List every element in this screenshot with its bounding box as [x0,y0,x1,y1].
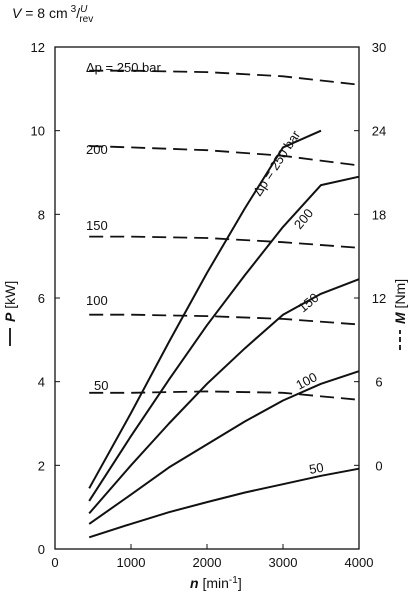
x-tick-label: 3000 [269,555,298,570]
x-axis-label: n [min-1] [190,575,242,591]
right-tick-label: 12 [372,291,386,306]
header-var: V [12,5,23,21]
left-tick-label: 10 [31,124,45,139]
right-axis-unit: [Nm] [392,279,408,312]
right-tick-label: 0 [375,458,382,473]
left-axis-label: P [kW] [2,281,18,322]
torque-series-group [89,69,360,401]
right-axis-label-group: M [Nm] [392,279,408,350]
chart-header: V = 8 cm 3/U rev [12,4,93,25]
x-axis-close: ] [238,575,242,591]
header-slash: / [76,5,80,21]
torque-label-200: 200 [86,142,108,157]
left-tick-label: 12 [31,40,45,55]
right-axis-label: M [Nm] [392,279,408,324]
torque-line-0 [89,69,360,86]
power-line-3 [88,370,360,525]
right-tick-label: 18 [372,207,386,222]
left-axis-unit: [kW] [2,281,18,313]
x-tick-label: 4000 [345,555,374,570]
power-label-150: 150 [295,290,321,315]
power-line-2 [88,278,360,515]
header-sup: 3 [71,4,77,15]
x-axis-ticks: 0 1000 2000 3000 4000 [51,544,373,570]
torque-label-250: Δp = 250 bar [86,60,161,75]
x-axis-unit: [min [199,575,229,591]
power-label-200: 200 [291,206,316,232]
torque-line-1 [89,145,360,167]
torque-label-100: 100 [86,293,108,308]
torque-line-3 [89,313,360,326]
power-line-4 [88,467,360,539]
power-label-50: 50 [308,460,325,477]
left-axis-var: P [2,312,18,322]
right-tick-label: 30 [372,40,386,55]
x-axis-var: n [190,575,199,591]
left-tick-label: 2 [38,458,45,473]
power-label-100: 100 [293,369,319,392]
left-tick-label: 4 [38,375,45,390]
header-frac-num: U [80,4,88,15]
left-tick-label: 8 [38,207,45,222]
left-axis-label-group: P [kW] [2,281,18,346]
x-axis-exp: -1 [229,575,238,586]
right-axis-var: M [392,312,408,324]
torque-label-50: 50 [94,378,108,393]
torque-line-4 [89,390,360,401]
left-axis-ticks: 0 2 4 6 8 10 12 [31,40,60,557]
x-tick-label: 2000 [193,555,222,570]
x-tick-label: 0 [51,555,58,570]
left-tick-label: 6 [38,291,45,306]
power-line-0 [88,129,322,489]
header-frac-den: rev [79,14,93,25]
power-label-250: Δp = 250 bar [250,127,304,198]
torque-label-150: 150 [86,218,108,233]
power-line-1 [88,175,360,502]
power-series-group [88,129,360,539]
right-axis-ticks: 0 6 12 18 24 30 [354,40,386,473]
right-tick-label: 24 [372,124,386,139]
header-eq: = 8 cm [21,5,67,21]
x-tick-label: 1000 [117,555,146,570]
left-tick-label: 0 [38,542,45,557]
right-tick-label: 6 [375,375,382,390]
torque-line-2 [89,235,360,249]
